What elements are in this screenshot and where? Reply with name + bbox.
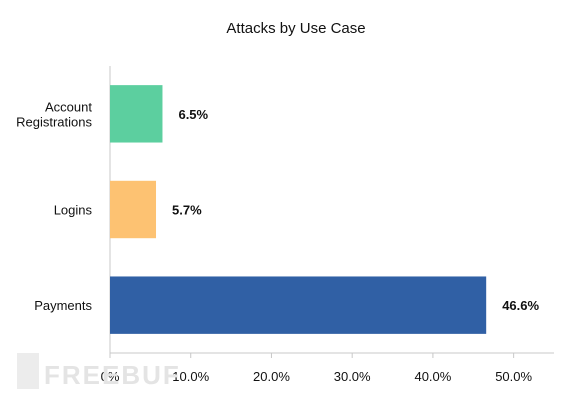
category-label: Payments [34, 298, 92, 313]
x-tick-label: 20.0% [253, 369, 290, 384]
plot-area: 0% 10.0% 20.0% 30.0% 40.0% 50.0% AccountRegist… [16, 66, 554, 384]
watermark-logo-icon [17, 353, 39, 389]
x-tick-label: 0% [101, 369, 120, 384]
value-label: 46.6% [502, 298, 539, 313]
bar [110, 180, 157, 239]
x-tick-label: 50.0% [495, 369, 532, 384]
value-label: 6.5% [178, 107, 208, 122]
chart-title: Attacks by Use Case [226, 20, 365, 37]
category-label: Logins [54, 203, 93, 218]
x-tick-label: 30.0% [334, 369, 371, 384]
category-label: Account [45, 99, 92, 114]
category-label: Registrations [16, 114, 92, 129]
watermark: FREEBUF [17, 353, 181, 390]
x-tick-label: 10.0% [172, 369, 209, 384]
bar [110, 276, 487, 334]
watermark-text: FREEBUF [44, 360, 181, 390]
x-tick-label: 40.0% [414, 369, 451, 384]
bar [110, 85, 163, 143]
value-label: 5.7% [172, 203, 202, 218]
